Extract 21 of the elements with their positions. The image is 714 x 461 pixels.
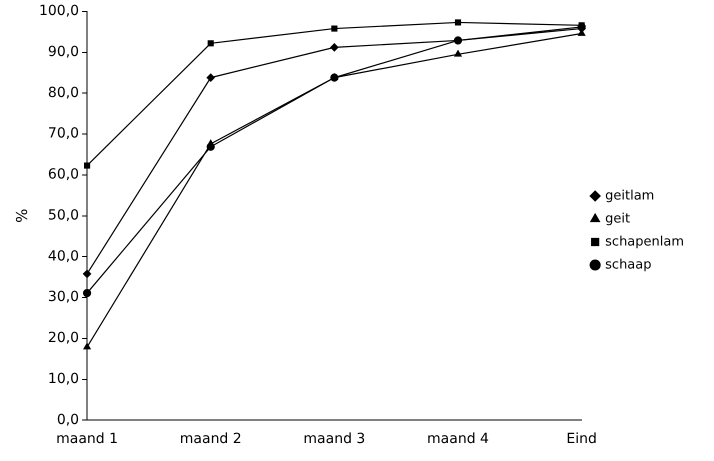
y-tick-label: 40,0 <box>48 248 80 264</box>
y-tick-label: 60,0 <box>48 166 80 183</box>
legend-label: geit <box>605 211 630 226</box>
y-tick-label: 50,0 <box>48 207 80 224</box>
y-tick-label: 0,0 <box>56 412 80 428</box>
y-tick-label: 20,0 <box>48 330 80 346</box>
x-tick-label: maand 1 <box>56 431 118 448</box>
y-tick-label: 90,0 <box>48 44 80 60</box>
legend-label: schapenlam <box>605 234 684 250</box>
y-tick-label: 10,0 <box>48 370 80 387</box>
y-tick-label: 70,0 <box>48 126 80 142</box>
x-tick-label: maand 2 <box>180 431 242 448</box>
x-tick-label: Eind <box>566 431 597 448</box>
legend-label: schaap <box>605 257 652 272</box>
y-axis-title: % <box>12 208 31 223</box>
x-tick-label: maand 3 <box>303 431 366 448</box>
legend-label: geitlam <box>605 188 654 204</box>
x-tick-label: maand 4 <box>427 431 490 448</box>
y-tick-label: 30,0 <box>48 289 80 306</box>
y-tick-label: 80,0 <box>48 84 80 101</box>
y-tick-label: 100,0 <box>38 3 80 20</box>
